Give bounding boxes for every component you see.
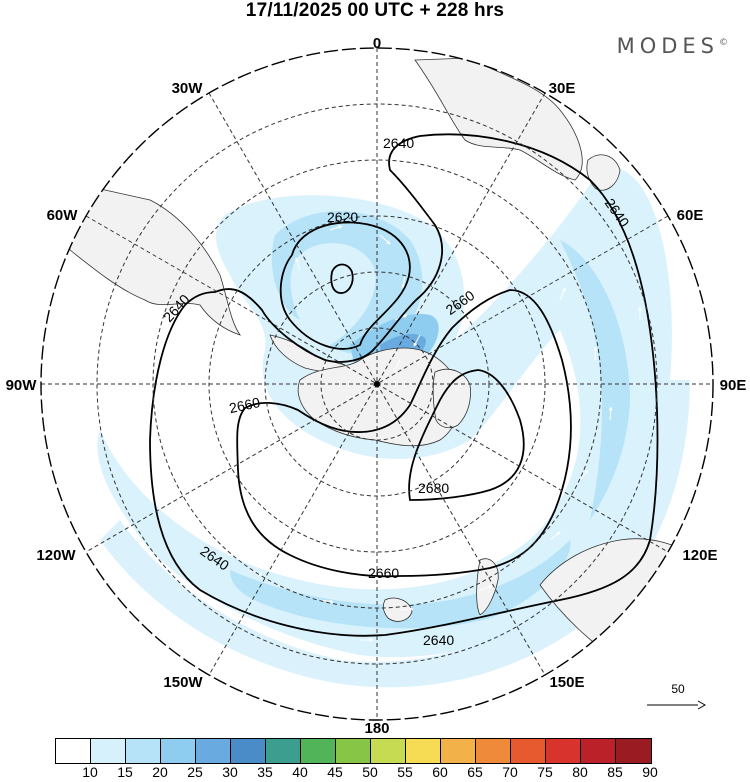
colorbar-tick-label: 40 — [292, 764, 308, 780]
colorbar — [55, 738, 652, 764]
colorbar-swatch — [371, 739, 406, 763]
contour-label: 2640 — [423, 632, 454, 648]
map-border — [40, 47, 714, 721]
south-pole-marker — [374, 381, 380, 387]
colorbar-swatch — [511, 739, 546, 763]
contour-label: 2680 — [418, 480, 449, 496]
lon-label-60e: 60E — [677, 207, 704, 224]
map-title: 17/11/2025 00 UTC + 228 hrs — [245, 0, 505, 21]
colorbar-tick-label: 55 — [397, 764, 413, 780]
colorbar-swatch — [476, 739, 511, 763]
colorbar-tick-label: 60 — [432, 764, 448, 780]
colorbar-tick-label: 80 — [572, 764, 588, 780]
lon-label-90w: 90W — [6, 377, 38, 394]
brand-logo: MODES© — [617, 34, 728, 58]
contour-2660-inner — [408, 369, 525, 501]
wind-core-indian — [560, 240, 630, 520]
colorbar-swatch — [161, 739, 196, 763]
colorbar-swatch — [126, 739, 161, 763]
lon-label-120e: 120E — [682, 547, 717, 564]
colorbar-tick-label: 65 — [467, 764, 483, 780]
colorbar-swatch — [581, 739, 616, 763]
colorbar-swatch — [196, 739, 231, 763]
reference-vector-arrow — [647, 700, 706, 710]
contour-label: 2620 — [327, 209, 358, 225]
lon-label-90e: 90E — [720, 377, 747, 394]
brand-name: MODES — [616, 34, 719, 58]
contour-closed-low — [330, 263, 354, 294]
colorbar-tick-label: 25 — [187, 764, 203, 780]
colorbar-tick-label: 35 — [257, 764, 273, 780]
colorbar-swatch — [546, 739, 581, 763]
colorbar-swatch — [91, 739, 126, 763]
height-contours — [149, 133, 659, 637]
colorbar-tick-label: 90 — [642, 764, 658, 780]
new-zealand-land — [476, 558, 499, 616]
colorbar-tick-label: 15 — [117, 764, 133, 780]
copyright-mark: © — [719, 38, 728, 48]
colorbar-swatch — [266, 739, 301, 763]
colorbar-swatch — [441, 739, 476, 763]
wind-loop-upper — [271, 211, 423, 354]
colorbar-swatch — [336, 739, 371, 763]
colorbar-tick-label: 75 — [537, 764, 553, 780]
colorbar-tick-label: 50 — [362, 764, 378, 780]
colorbar-swatch — [616, 739, 651, 763]
colorbar-ticks: 10 15 20 25 30 35 40 45 50 55 60 65 70 75 80 85 90 — [55, 764, 750, 782]
contour-2620-loop — [279, 221, 411, 350]
lon-label-150e: 150E — [549, 674, 584, 691]
colorbar-tick-label: 85 — [607, 764, 623, 780]
polar-map: 2620 2640 2640 2640 2640 2640 2660 2660 … — [6, 35, 747, 735]
colorbar-tick-label: 70 — [502, 764, 518, 780]
contour-2640-main — [149, 133, 659, 637]
colorbar-swatch — [231, 739, 266, 763]
lon-label-180: 180 — [364, 720, 389, 735]
colorbar-tick-label: 10 — [82, 764, 98, 780]
contour-label: 2660 — [368, 565, 399, 581]
lon-label-30e: 30E — [549, 80, 576, 97]
contour-label: 2640 — [383, 135, 414, 151]
colorbar-tick-label: 30 — [222, 764, 238, 780]
colorbar-swatch — [301, 739, 336, 763]
madagascar-land — [586, 154, 621, 191]
contour-2660-outer — [236, 289, 572, 578]
lon-label-30w: 30W — [172, 80, 204, 97]
colorbar-swatch — [406, 739, 441, 763]
longitude-labels: 0 30E 60E 90E 120E 150E 180 150W 120W 90… — [6, 35, 747, 735]
reference-vector-label: 50 — [671, 682, 685, 696]
lon-label-0: 0 — [373, 35, 381, 52]
colorbar-tick-label: 20 — [152, 764, 168, 780]
lon-label-120w: 120W — [36, 547, 76, 564]
colorbar-tick-label: 45 — [327, 764, 343, 780]
africa-land — [414, 57, 583, 181]
lon-label-60w: 60W — [47, 207, 79, 224]
tasmania-land — [382, 597, 413, 622]
contour-label: 2660 — [228, 394, 262, 416]
colorbar-swatch — [56, 739, 91, 763]
lon-label-150w: 150W — [163, 674, 203, 691]
